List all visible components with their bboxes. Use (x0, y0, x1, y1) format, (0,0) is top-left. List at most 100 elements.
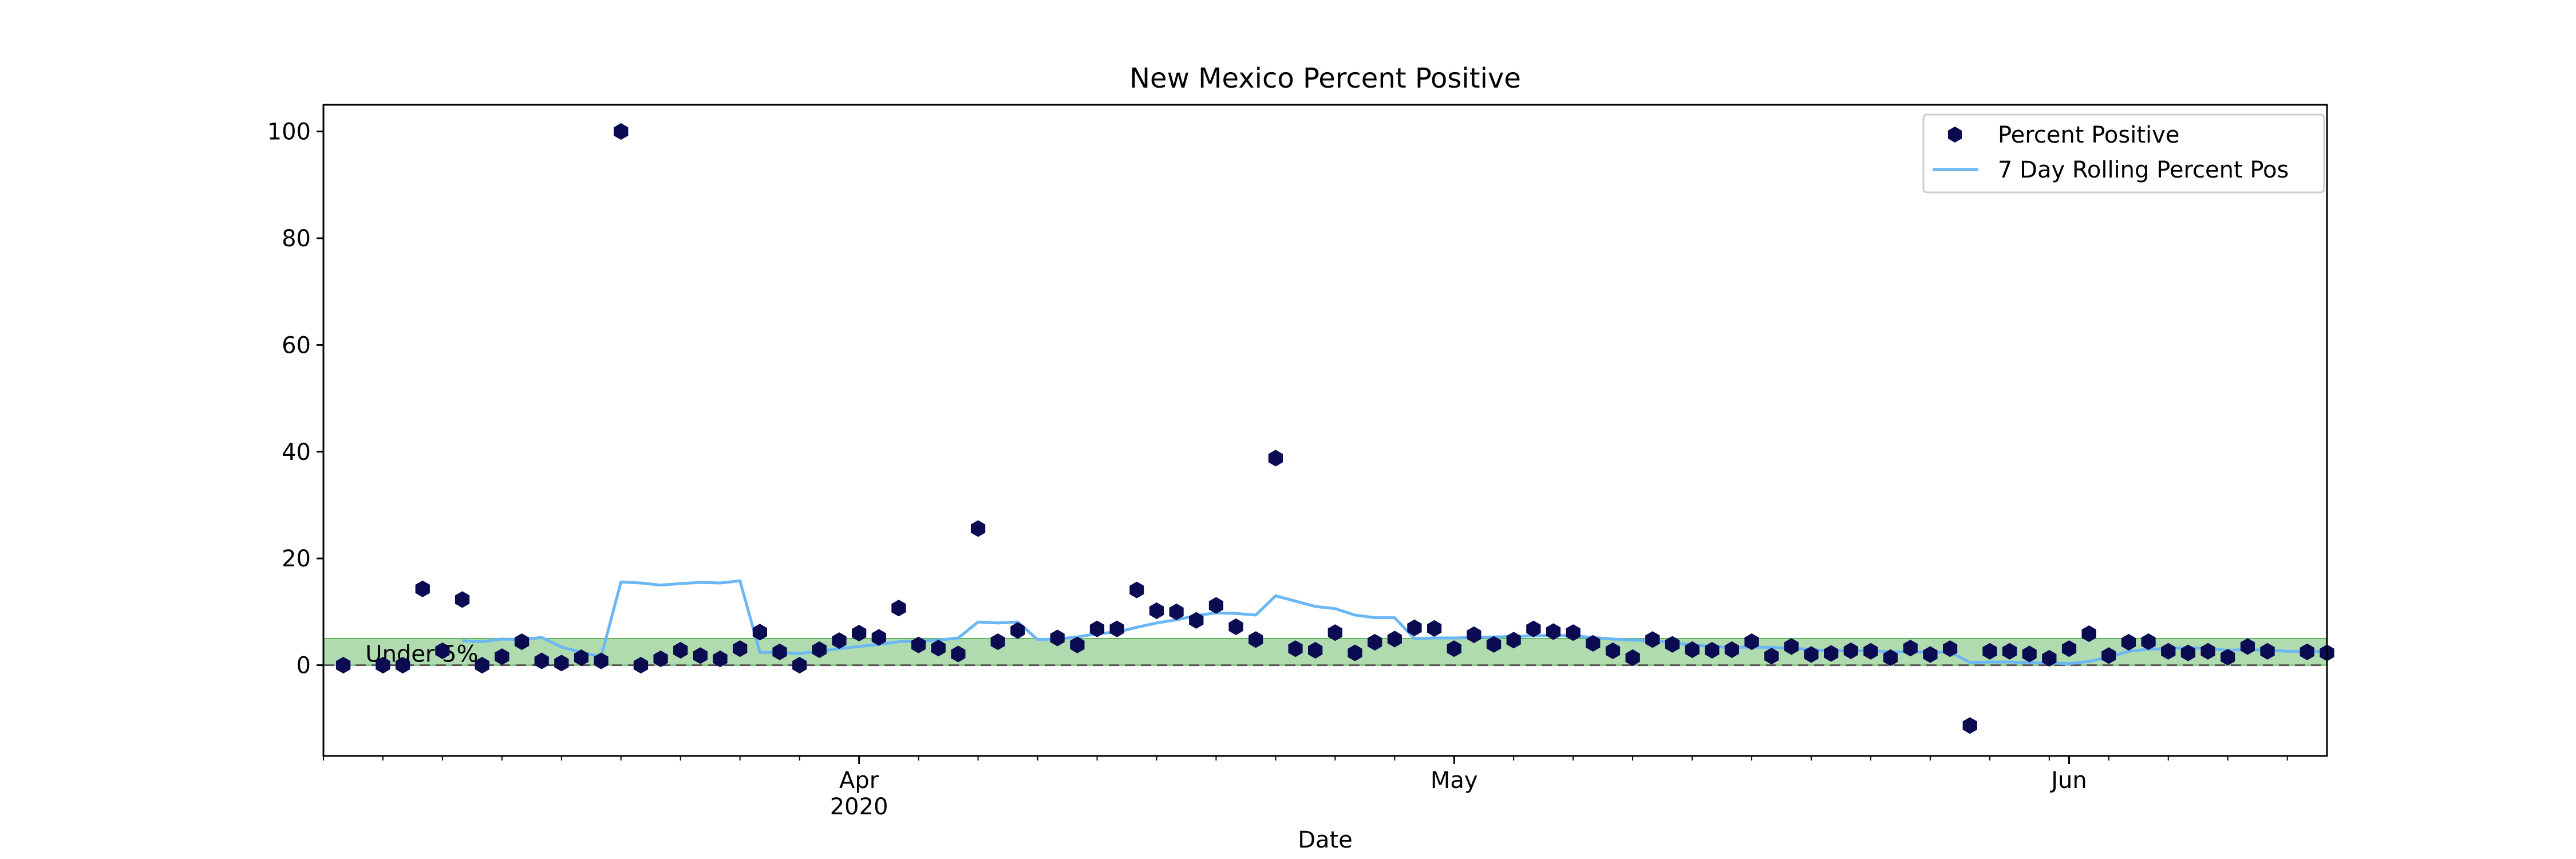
y-tick-label: 40 (282, 439, 311, 466)
percent-positive-point (1327, 624, 1342, 641)
percent-positive-point (455, 591, 470, 608)
percent-positive-point (415, 580, 430, 597)
percent-positive-point (1804, 646, 1819, 663)
y-tick-label: 20 (282, 546, 311, 572)
percent-positive-point (951, 645, 966, 663)
percent-positive-point (911, 636, 926, 653)
percent-positive-point (871, 629, 886, 646)
percent-positive-point (1744, 633, 1759, 651)
percent-positive-point (1625, 649, 1640, 667)
percent-positive-point (832, 632, 847, 649)
percent-positive-point (1685, 641, 1700, 659)
percent-positive-point (514, 633, 530, 651)
percent-positive-point (1526, 620, 1541, 637)
percent-positive-point (1843, 642, 1858, 659)
percent-positive-point (1863, 643, 1878, 660)
percent-positive-point (693, 647, 708, 664)
percent-positive-point (1486, 636, 1502, 653)
percent-positive-point (2260, 643, 2275, 660)
legend-label-rolling: 7 Day Rolling Percent Pos (1998, 157, 2289, 183)
x-axis-label: Date (1298, 827, 1353, 853)
percent-positive-point (1288, 640, 1303, 657)
percent-positive-point (2180, 644, 2196, 661)
x-tick-label: May (1431, 767, 1478, 794)
percent-positive-point (1546, 623, 1561, 640)
percent-positive-point (1129, 581, 1144, 598)
percent-positive-point (1208, 597, 1223, 614)
percent-positive-point (574, 649, 589, 667)
x-tick-label: Apr (839, 767, 879, 794)
percent-positive-point (2081, 625, 2096, 643)
y-tick-label: 0 (297, 653, 311, 679)
percent-positive-point (2022, 645, 2037, 663)
axes-frame (322, 104, 2328, 757)
percent-positive-point (2061, 640, 2077, 657)
percent-positive-point (1348, 644, 1362, 661)
percent-positive-point (931, 640, 946, 657)
percent-positive-point (1109, 620, 1124, 637)
percent-positive-point (1268, 450, 1283, 467)
percent-positive-point (1387, 631, 1402, 648)
x-tick-label: Jun (2049, 767, 2087, 794)
percent-positive-point (1189, 612, 1204, 629)
legend-box (1922, 113, 2325, 194)
percent-positive-point (1962, 717, 1977, 734)
percent-positive-point (1943, 640, 1958, 657)
percent-positive-point (792, 657, 807, 674)
percent-positive-point (772, 643, 787, 660)
percent-positive-point (1982, 643, 1997, 660)
percent-positive-point (2300, 643, 2314, 660)
percent-positive-point (2200, 643, 2215, 660)
percent-positive-point (2002, 643, 2017, 660)
percent-positive-point (1228, 618, 1243, 636)
percent-positive-point (554, 655, 569, 672)
percent-positive-point (1050, 629, 1065, 647)
percent-positive-point (614, 123, 629, 140)
percent-positive-point (1784, 638, 1799, 655)
legend-marker-percent-positive (1947, 127, 1962, 143)
y-tick-label: 100 (267, 119, 311, 145)
legend-label-percent-positive: Percent Positive (1998, 122, 2179, 148)
percent-positive-point (812, 641, 827, 659)
percent-positive-point (1089, 620, 1105, 637)
percent-positive-point (475, 657, 489, 674)
percent-positive-point (376, 657, 390, 674)
legend: Percent Positive 7 Day Rolling Percent Po… (1922, 113, 2325, 194)
percent-positive-point (1705, 641, 1720, 659)
percent-positive-point (495, 648, 509, 665)
percent-positive-point (336, 657, 351, 674)
percent-positive-point (1427, 620, 1442, 637)
percent-positive-point (1249, 631, 1263, 648)
percent-positive-point (1605, 642, 1621, 659)
y-tick-label: 60 (282, 332, 311, 358)
percent-positive-point (1407, 619, 1422, 636)
percent-positive-point (653, 650, 668, 667)
percent-positive-point (2161, 643, 2176, 660)
percent-positive-point (990, 633, 1005, 651)
percent-positive-point (2221, 649, 2235, 666)
percent-positive-point (1923, 646, 1938, 663)
percent-positive-point (1764, 648, 1779, 665)
percent-positive-point (970, 520, 986, 537)
percent-positive-point (1368, 633, 1382, 651)
y-tick-label: 80 (282, 226, 311, 252)
percent-positive-point (713, 650, 728, 667)
percent-positive-point (891, 600, 906, 617)
percent-positive-point (733, 640, 748, 657)
percent-positive-point (594, 652, 609, 669)
percent-positive-point (1665, 636, 1680, 653)
percent-positive-point (1169, 603, 1184, 620)
percent-positive-point (1467, 626, 1481, 643)
percent-positive-point (1447, 640, 1461, 657)
percent-positive-point (1824, 645, 1839, 662)
percent-positive-point (852, 625, 867, 642)
x-tick-year-label: 2020 (830, 794, 888, 820)
percent-positive-point (2240, 638, 2255, 655)
percent-positive-point (2121, 633, 2136, 651)
percent-positive-point (1149, 602, 1164, 620)
percent-positive-point (2141, 633, 2156, 651)
chart-title: New Mexico Percent Positive (1129, 62, 1521, 94)
percent-positive-point (1645, 631, 1660, 648)
